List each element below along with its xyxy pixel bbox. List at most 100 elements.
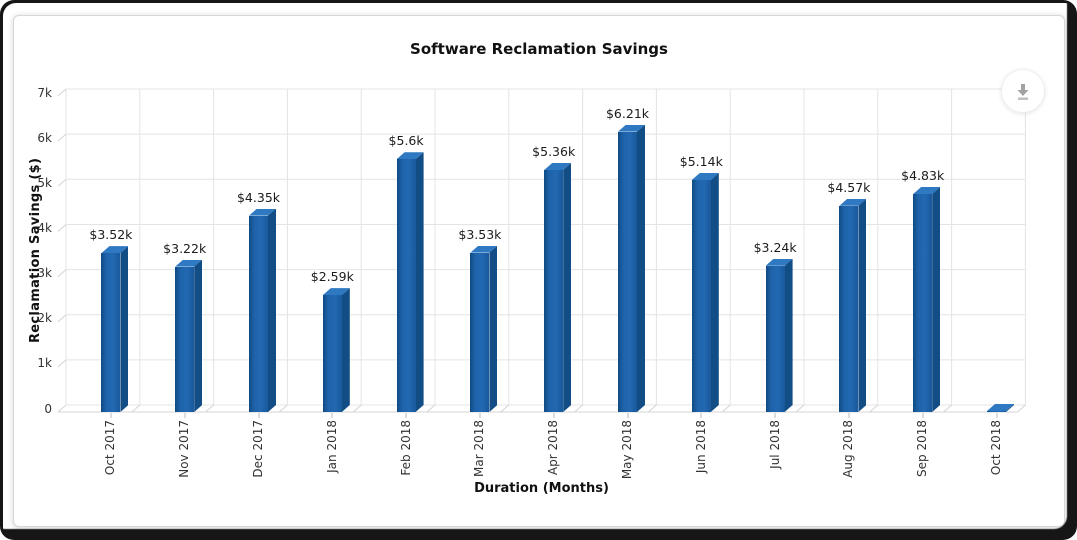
bar-jul-2018[interactable]: [765, 258, 793, 412]
y-tick-label: 7k: [37, 85, 52, 100]
x-axis-title: Duration (Months): [474, 481, 609, 496]
bar-value-label: $3.53k: [458, 226, 502, 242]
bar-side-face: [858, 198, 867, 412]
chart-card: Software Reclamation Savings Reclamation…: [13, 15, 1065, 527]
bar-side-face: [1006, 404, 1014, 412]
x-tick-label: Nov 2017: [177, 420, 192, 478]
bar-front-face: [913, 193, 933, 412]
x-tick-mark: [258, 413, 259, 418]
bar-value-label: $5.14k: [679, 153, 723, 169]
bar-value-label: $6.21k: [605, 105, 650, 121]
bar-oct-2017[interactable]: [101, 246, 129, 412]
bar-value-label: $4.83k: [901, 167, 945, 183]
bar-sep-2018[interactable]: [913, 186, 941, 412]
bar-top-face: [618, 124, 645, 132]
x-tick-label: May 2018: [620, 420, 634, 480]
bar-front-face: [839, 205, 859, 412]
bar-may-2018[interactable]: [618, 124, 645, 412]
x-tick-mark: [627, 413, 628, 418]
bar-feb-2018[interactable]: [396, 152, 424, 412]
bar-front-face: [101, 253, 121, 412]
chart-title: Software Reclamation Savings: [410, 40, 668, 58]
bar-side-face: [341, 288, 350, 412]
bar-oct-2018[interactable]: [987, 404, 1014, 412]
bar-front-face: [691, 179, 711, 412]
bar-side-face: [710, 172, 719, 412]
bar-value-label: $3.22k: [163, 240, 207, 256]
bar-side-face: [637, 124, 645, 412]
bar-aug-2018[interactable]: [839, 198, 867, 412]
bar-value-label: $2.59k: [310, 269, 354, 285]
y-tick-label: 6k: [37, 130, 52, 145]
bar-top-face: [839, 198, 867, 206]
bar-top-face: [101, 246, 129, 254]
bar-top-face: [249, 208, 276, 216]
grid-lines: [57, 88, 1026, 413]
bar-value-label: $5.36k: [532, 144, 576, 160]
bar-mar-2018[interactable]: [470, 245, 498, 412]
download-button[interactable]: [1001, 69, 1045, 113]
bar-front-face: [175, 266, 195, 412]
x-tick-mark: [110, 413, 112, 418]
y-tick-label: 2k: [37, 311, 52, 326]
bar-jan-2018[interactable]: [322, 288, 350, 412]
x-tick-mark: [405, 413, 407, 418]
y-tick-label: 4k: [37, 220, 52, 235]
bar-top-face: [765, 258, 793, 266]
x-tick-label: Oct 2018: [989, 420, 1003, 476]
bar-value-label: $4.35k: [236, 189, 281, 205]
x-tick-mark: [331, 413, 333, 418]
bar-front-face: [249, 215, 268, 412]
x-tick-label: Jan 2018: [324, 420, 339, 473]
bar-value-label: $5.6k: [388, 133, 424, 149]
bar-side-face: [489, 245, 498, 412]
y-tick-label: 1k: [37, 356, 52, 371]
bar-top-face: [470, 245, 498, 253]
x-tick-mark: [700, 413, 702, 418]
download-icon: [1017, 84, 1029, 100]
bar-value-label: $3.52k: [89, 227, 133, 243]
x-tick-label: Mar 2018: [472, 420, 487, 477]
x-tick-mark: [848, 413, 850, 418]
bar-top-face: [544, 163, 572, 171]
bar-side-face: [194, 259, 203, 412]
bar-front-face: [470, 252, 490, 412]
bar-side-face: [268, 208, 276, 412]
y-tick-label: 5k: [37, 175, 52, 190]
bar-front-face: [987, 411, 1006, 412]
bar-front-face: [765, 265, 785, 412]
plot-area: 0 1k 2k 3k 4k 5k 6k 7k $3.52k Oct 2017 $3.22k Nov 2…: [14, 16, 1064, 526]
bar-apr-2018[interactable]: [544, 163, 572, 412]
bar-value-label: $3.24k: [753, 239, 797, 255]
x-tick-mark: [996, 413, 997, 418]
bar-side-face: [784, 258, 793, 412]
bar-nov-2017[interactable]: [175, 259, 203, 412]
y-tick-label: 3k: [37, 266, 52, 281]
x-tick-mark: [553, 413, 555, 418]
bar-front-face: [618, 131, 637, 412]
bar-front-face: [396, 159, 416, 412]
bar-top-face: [175, 259, 203, 267]
x-tick-label: Oct 2017: [103, 420, 118, 476]
x-tick-label: Jun 2018: [693, 420, 708, 474]
bar-top-face: [322, 288, 350, 296]
bar-side-face: [563, 163, 572, 412]
x-tick-mark: [922, 413, 924, 418]
bar-dec-2017[interactable]: [249, 208, 276, 412]
x-tick-label: Apr 2018: [546, 420, 561, 476]
x-tick-label: Feb 2018: [398, 420, 413, 476]
x-tick-label: Aug 2018: [841, 420, 856, 478]
y-tick-label: 0: [44, 401, 52, 416]
bar-side-face: [932, 186, 941, 412]
bar-top-face: [691, 172, 719, 180]
bar-top-face: [913, 186, 941, 194]
bar-jun-2018[interactable]: [691, 172, 719, 412]
bar-side-face: [120, 246, 129, 412]
x-tick-label: Sep 2018: [915, 420, 930, 477]
x-tick-label: Jul 2018: [767, 420, 782, 469]
x-tick-label: Dec 2017: [251, 420, 265, 478]
bar-side-face: [415, 152, 424, 412]
bar-front-face: [544, 170, 564, 412]
x-tick-mark: [479, 413, 481, 418]
bar-top-face: [987, 404, 1014, 411]
